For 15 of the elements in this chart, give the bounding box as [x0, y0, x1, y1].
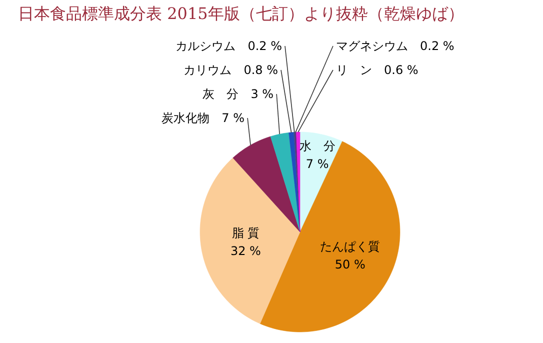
slice-label: 灰 分 3 % — [202, 87, 274, 101]
slice-label: たんぱく質 — [320, 240, 380, 254]
data-label: 50 % — [334, 258, 366, 272]
chart-title: 日本食品標準成分表 2015年版（七訂）より抜粋（乾燥ゆば） — [18, 4, 464, 23]
slice-label: マグネシウム 0.2 % — [336, 39, 454, 53]
data-label: 7 % — [306, 156, 329, 171]
slice-label: 脂 質 — [232, 226, 260, 240]
pie-slice — [270, 132, 300, 232]
pie-slice — [260, 141, 400, 332]
pie-slice — [200, 158, 300, 324]
data-label: 32 % — [230, 244, 261, 258]
slice-label: リ ン 0.6 % — [336, 63, 418, 77]
slice-label: 炭水化物 7 % — [162, 111, 245, 125]
slice-label: カリウム 0.8 % — [184, 63, 278, 77]
slice-label: カルシウム 0.2 % — [176, 39, 282, 53]
